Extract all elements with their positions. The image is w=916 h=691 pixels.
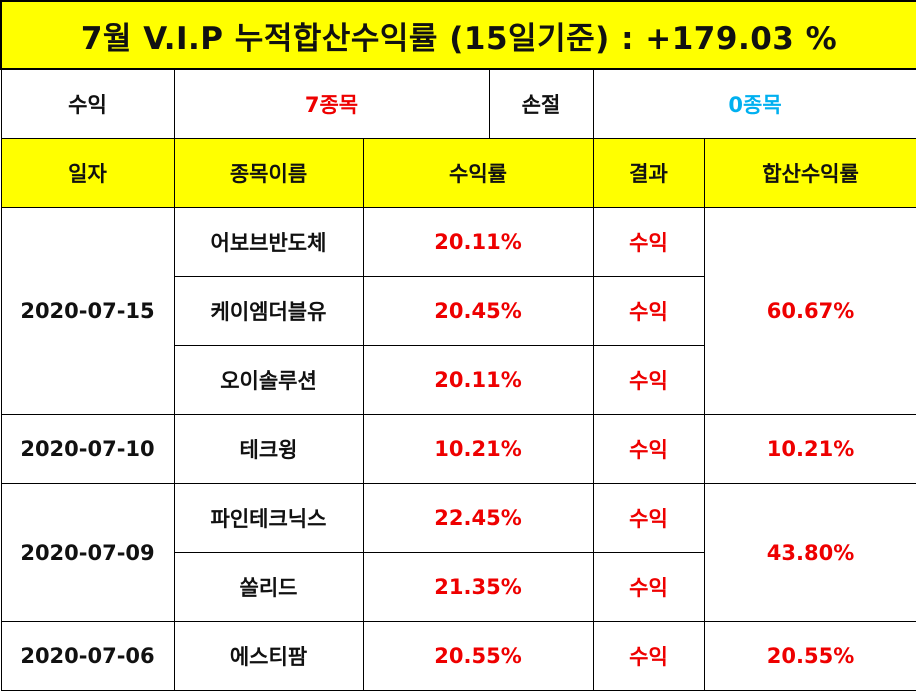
title-row: 7월 V.I.P 누적합산수익률 (15일기준) : +179.03 % <box>0 0 916 70</box>
stock-name: 파인테크닉스 <box>173 483 364 553</box>
result-value: 수익 <box>592 621 705 691</box>
stock-name: 테크윙 <box>173 414 364 484</box>
total-return: 10.21% <box>703 414 916 484</box>
return-value: 22.45% <box>362 483 594 553</box>
date-cell: 2020-07-10 <box>0 414 175 484</box>
return-value: 10.21% <box>362 414 594 484</box>
result-value: 수익 <box>592 552 705 622</box>
result-value: 수익 <box>592 207 705 277</box>
table-row: 2020-07-06 에스티팜 20.55% 수익 20.55% <box>0 621 916 691</box>
date-cell: 2020-07-09 <box>0 483 175 622</box>
stock-name: 오이솔루션 <box>173 345 364 415</box>
header-row: 일자 종목이름 수익률 결과 합산수익률 <box>0 138 916 208</box>
date-cell: 2020-07-15 <box>0 207 175 415</box>
result-value: 수익 <box>592 414 705 484</box>
summary-row: 수익 7종목 손절 0종목 <box>0 68 916 139</box>
total-return: 43.80% <box>703 483 916 622</box>
total-return: 20.55% <box>703 621 916 691</box>
header-total: 합산수익률 <box>703 138 916 208</box>
stock-name: 케이엠더블유 <box>173 276 364 346</box>
profit-count: 7종목 <box>173 68 490 139</box>
loss-label: 손절 <box>488 68 594 139</box>
table-row: 2020-07-09 파인테크닉스 22.45% 수익 43.80% <box>0 483 916 622</box>
table-row: 2020-07-15 어보브반도체 20.11% 수익 60.67% <box>0 207 916 415</box>
stock-name: 쏠리드 <box>173 552 364 622</box>
stock-name: 어보브반도체 <box>173 207 364 277</box>
loss-count: 0종목 <box>592 68 916 139</box>
table-row: 케이엠더블유 20.45% 수익 <box>1 276 916 346</box>
result-value: 수익 <box>592 276 705 346</box>
return-value: 20.11% <box>362 345 594 415</box>
table-row: 2020-07-10 테크윙 10.21% 수익 10.21% <box>0 414 916 484</box>
profit-label: 수익 <box>0 68 175 139</box>
total-return: 60.67% <box>703 207 916 415</box>
header-result: 결과 <box>592 138 705 208</box>
stock-name: 에스티팜 <box>173 621 364 691</box>
return-value: 20.45% <box>362 276 594 346</box>
header-return: 수익률 <box>362 138 594 208</box>
page-title: 7월 V.I.P 누적합산수익률 (15일기준) : +179.03 % <box>0 0 916 70</box>
result-value: 수익 <box>592 345 705 415</box>
header-stock: 종목이름 <box>173 138 364 208</box>
result-value: 수익 <box>592 483 705 553</box>
return-value: 21.35% <box>362 552 594 622</box>
header-date: 일자 <box>0 138 175 208</box>
return-value: 20.55% <box>362 621 594 691</box>
return-value: 20.11% <box>362 207 594 277</box>
date-cell: 2020-07-06 <box>0 621 175 691</box>
